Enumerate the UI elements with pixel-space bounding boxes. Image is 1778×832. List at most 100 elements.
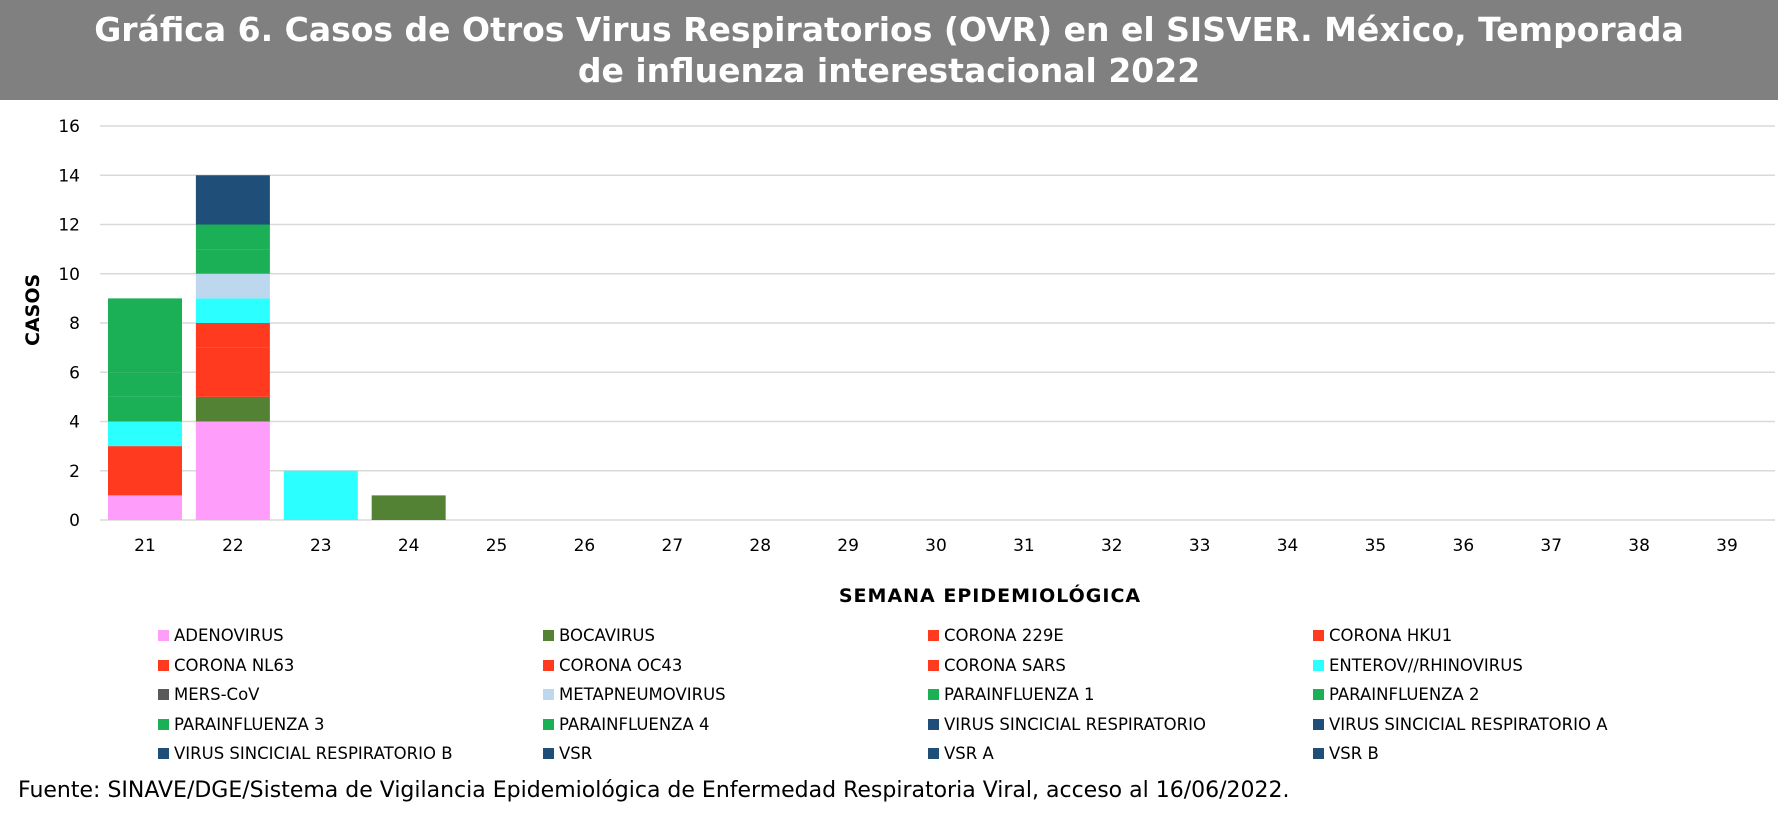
legend-item: BOCAVIRUS [543,621,928,651]
bar-segment [195,175,270,225]
legend-label: CORONA OC43 [559,655,683,675]
legend-label: PARAINFLUENZA 3 [174,714,325,734]
bar-segment [195,421,270,520]
y-tick-label: 6 [69,363,80,383]
legend-item: VIRUS SINCICIAL RESPIRATORIO B [158,739,543,769]
legend-swatch [543,630,554,642]
legend-label: CORONA 229E [944,626,1064,646]
legend-swatch [543,659,554,671]
legend-item: VSR A [928,739,1313,769]
chart-title: Gráfica 6. Casos de Otros Virus Respirat… [0,0,1778,100]
x-tick-label: 34 [1277,536,1299,556]
legend-label: CORONA SARS [944,655,1066,675]
legend-swatch [928,659,939,671]
bar-segment [195,298,270,323]
legend-swatch [1313,748,1324,760]
x-tick-label: 28 [749,536,771,556]
legend-swatch [543,748,554,760]
bar-segment [195,347,270,397]
legend-swatch [543,718,554,730]
bar-segment [195,273,270,299]
legend-swatch [1313,718,1324,730]
legend-label: PARAINFLUENZA 1 [944,685,1095,705]
y-tick-label: 14 [58,166,80,186]
x-tick-label: 35 [1365,536,1387,556]
x-tick-label: 24 [398,536,420,556]
bar-segment [108,495,182,520]
x-tick-label: 21 [134,536,156,556]
legend-swatch [928,718,939,730]
legend-swatch [928,689,939,701]
y-tick-label: 16 [58,117,80,137]
legend-label: VSR A [944,744,994,764]
legend-item: PARAINFLUENZA 2 [1313,680,1698,710]
bar-segment [283,470,358,520]
x-tick-label: 23 [310,536,332,556]
x-tick-label: 38 [1628,536,1650,556]
bar-segment [108,372,182,397]
x-tick-label: 37 [1540,536,1562,556]
legend-label: BOCAVIRUS [559,626,655,646]
bar-segment [195,249,270,274]
legend-swatch [158,748,169,760]
legend-label: CORONA NL63 [174,655,295,675]
bar-segment [108,446,182,496]
x-tick-label: 25 [486,536,508,556]
legend-item: VSR [543,739,928,769]
legend-label: PARAINFLUENZA 4 [559,714,710,734]
x-tick-label: 26 [574,536,596,556]
legend-item: METAPNEUMOVIRUS [543,680,928,710]
x-axis-label: SEMANA EPIDEMIOLÓGICA [838,585,1142,607]
legend-item: CORONA NL63 [158,651,543,681]
x-tick-label: 30 [925,536,947,556]
legend-label: MERS-CoV [174,685,260,705]
y-tick-label: 2 [69,462,80,482]
legend-label: VIRUS SINCICIAL RESPIRATORIO B [174,744,453,764]
legend-item: VIRUS SINCICIAL RESPIRATORIO A [1313,710,1698,740]
legend-item: CORONA SARS [928,651,1313,681]
legend-swatch [543,689,554,701]
legend-label: ADENOVIRUS [174,626,284,646]
legend-swatch [158,630,169,642]
x-tick-label: 32 [1101,536,1123,556]
x-tick-label: 33 [1189,536,1211,556]
legend-item: ENTEROV//RHINOVIRUS [1313,651,1698,681]
legend-item: MERS-CoV [158,680,543,710]
legend-swatch [158,689,169,701]
y-axis-label: CASOS [22,273,44,346]
x-tick-label: 31 [1013,536,1035,556]
legend-item: ADENOVIRUS [158,621,543,651]
legend-label: VSR B [1329,744,1379,764]
legend-swatch [1313,630,1324,642]
source-note: Fuente: SINAVE/DGE/Sistema de Vigilancia… [18,778,1290,803]
y-tick-label: 0 [69,511,80,531]
bar-segment [371,495,446,520]
legend-swatch [1313,689,1324,701]
y-tick-label: 12 [58,216,80,236]
x-tick-label: 22 [222,536,244,556]
chart-title-text: Gráfica 6. Casos de Otros Virus Respirat… [94,10,1684,90]
legend-label: VIRUS SINCICIAL RESPIRATORIO A [1329,714,1608,734]
x-tick-label: 29 [837,536,859,556]
y-tick-label: 8 [69,314,80,334]
bar-segment [195,396,270,422]
y-tick-label: 10 [58,265,80,285]
legend-swatch [928,630,939,642]
x-tick-label: 39 [1716,536,1738,556]
bar-segment [108,396,182,422]
legend-item: VIRUS SINCICIAL RESPIRATORIO [928,710,1313,740]
legend-label: METAPNEUMOVIRUS [559,685,726,705]
bar-segment [108,421,182,447]
y-tick-label: 4 [69,413,80,433]
bar-segment [195,224,270,250]
legend-label: PARAINFLUENZA 2 [1329,685,1480,705]
legend-swatch [158,659,169,671]
legend-item: CORONA OC43 [543,651,928,681]
bar-segment [108,298,182,373]
legend-swatch [1313,659,1324,671]
legend-label: VIRUS SINCICIAL RESPIRATORIO [944,714,1206,734]
x-tick-label: 36 [1453,536,1475,556]
x-tick-label: 27 [662,536,684,556]
legend-label: VSR [559,744,593,764]
